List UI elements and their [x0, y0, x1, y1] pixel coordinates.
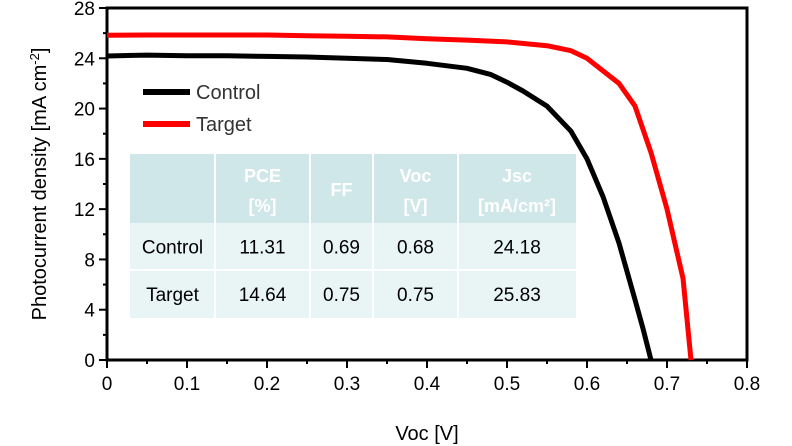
axis-ticks [99, 7, 748, 368]
table-cell: 25.83 [493, 285, 541, 306]
axis-tick-labels: 0 0.1 0.2 0.3 0.4 0.5 0.6 0.7 0.8 0 4 8 12 16 20 24 28 [74, 0, 760, 395]
x-tick-label: 0.1 [174, 374, 200, 395]
table-row-label: Target [146, 285, 200, 306]
x-tick-label: 0.2 [254, 374, 280, 395]
table-cell: 14.64 [239, 285, 287, 306]
y-tick-label: 4 [84, 301, 95, 322]
table-header-label: FF [331, 180, 353, 200]
y-tick-label: 8 [84, 250, 95, 271]
legend-label-target: Target [196, 114, 252, 136]
table-cell: 0.69 [323, 238, 360, 259]
y-tick-label: 24 [74, 49, 96, 70]
legend-label-control: Control [196, 82, 260, 104]
y-tick-label: 16 [74, 150, 95, 171]
legend: Control Target [143, 82, 260, 136]
series-line-control [106, 52, 654, 361]
table-header-label: PCE [244, 166, 281, 186]
table-header-unit: [%] [249, 196, 277, 216]
y-axis-title-sup: -2 [27, 53, 42, 65]
table-cell: 0.75 [397, 285, 434, 306]
x-tick-label: 0.4 [414, 374, 441, 395]
table-header-unit: [V] [404, 196, 428, 216]
x-tick-label: 0 [102, 374, 113, 395]
x-tick-label: 0.3 [334, 374, 360, 395]
y-tick-label: 20 [74, 100, 95, 121]
series-line-target [106, 32, 694, 361]
table-header-label: Jsc [502, 166, 532, 186]
y-axis-title: Photocurrent density [mA cm-2] [27, 48, 51, 321]
table-header-unit: [mA/cm²] [478, 196, 556, 216]
x-axis-title: Voc [V] [395, 423, 458, 445]
table-header-bg [130, 154, 576, 223]
x-tick-label: 0.6 [574, 374, 600, 395]
table-header-label: Voc [400, 166, 432, 186]
table-cell: 0.75 [323, 285, 360, 306]
table-cell: 24.18 [493, 238, 541, 259]
table-cell: 11.31 [239, 238, 285, 259]
y-tick-label: 28 [74, 0, 95, 20]
x-tick-label: 0.8 [734, 374, 760, 395]
table-cell: 0.68 [397, 238, 434, 259]
y-tick-label: 0 [84, 351, 95, 372]
x-tick-label: 0.5 [494, 374, 520, 395]
y-axis-title-main: Photocurrent density [mA cm [29, 65, 51, 321]
series-lines [106, 32, 694, 361]
y-tick-label: 12 [74, 200, 95, 221]
performance-table: PCE [%] FF Voc [V] Jsc [mA/cm²] Control 11.31 0.6… [130, 154, 576, 318]
x-tick-label: 0.7 [654, 374, 680, 395]
table-row-label: Control [142, 238, 203, 259]
y-axis-title-end: ] [29, 48, 51, 54]
